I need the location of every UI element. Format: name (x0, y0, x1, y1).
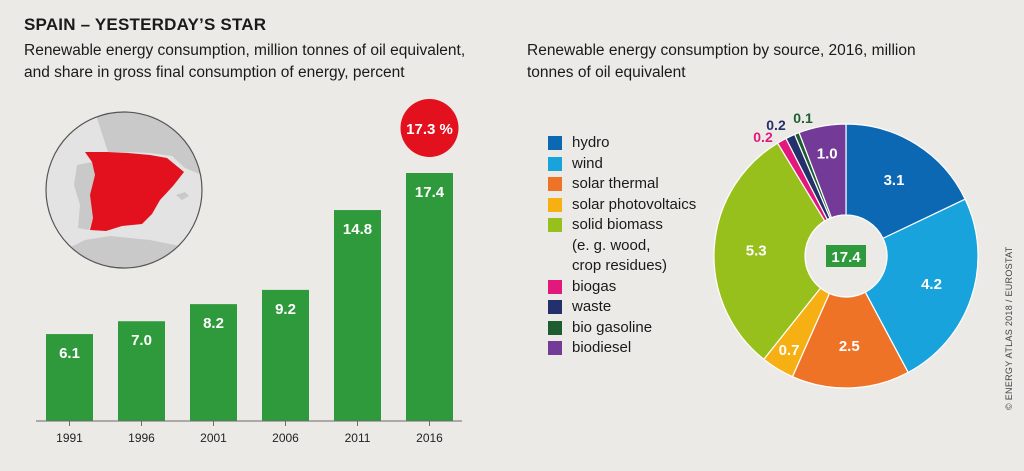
bar-chart-subtitle: Renewable energy consumption, million to… (24, 42, 466, 81)
slice-value-label: 1.0 (817, 146, 838, 163)
legend-swatch (548, 320, 562, 335)
legend-label-line: solar thermal (572, 175, 659, 192)
legend-item: solar photovoltaics (548, 195, 696, 216)
legend-label: biogas (572, 277, 616, 298)
slice-value-label: 0.1 (793, 110, 813, 126)
bar-1991 (46, 334, 93, 421)
spain-country (85, 152, 184, 231)
bar-value-label: 7.0 (131, 332, 152, 349)
map-border (45, 111, 203, 269)
bar-value-label: 9.2 (275, 301, 296, 318)
chart-title: SPAIN – YESTERDAY’S STAR (24, 15, 267, 34)
slice-solar (791, 291, 909, 389)
legend-label-line: biogas (572, 277, 617, 295)
bar-2016 (406, 173, 453, 421)
legend-swatch (548, 177, 562, 191)
legend-label: biodiesel (572, 338, 631, 359)
pie-chart-subtitle: Renewable energy consumption by source, … (527, 42, 916, 81)
bar-value-label: 8.2 (203, 315, 224, 332)
bar-2011 (334, 210, 381, 421)
legend-label: wind (572, 154, 603, 175)
x-tick-label: 2016 (416, 431, 443, 445)
legend-swatch (548, 341, 562, 355)
x-tick-label: 2011 (345, 431, 371, 445)
legend-item: hydro (548, 133, 696, 154)
slice-value-label: 3.1 (884, 172, 905, 189)
bar-2001 (190, 304, 237, 421)
slice-solid (713, 142, 826, 361)
legend-item: wind (548, 154, 696, 175)
slice-value-label: 5.3 (746, 242, 767, 259)
legend-label: waste (572, 297, 611, 318)
center-total-label: 17.4 (831, 249, 861, 266)
spain-locator-map (45, 111, 203, 269)
legend-swatch (548, 218, 562, 232)
legend-label-line: (e. g. wood, (572, 236, 651, 254)
x-tick-label: 1996 (128, 431, 155, 445)
bar-value-label: 6.1 (59, 345, 80, 362)
bar-value-label: 17.4 (415, 184, 445, 201)
legend-label: solid biomass (e. g. wood, crop residues) (572, 215, 667, 277)
pie-legend: hydro wind solar thermal solar photovoltaic… (548, 133, 696, 359)
legend-item: biodiesel (548, 338, 696, 359)
legend-item: waste (548, 297, 696, 318)
bar-2006 (262, 289, 309, 421)
legend-label-line: hydro (572, 134, 610, 151)
slice-value-label: 0.7 (779, 342, 800, 359)
pie-chart: 3.1 4.2 2.5 0.7 5.3 0.20.2 0.1 1.0 17.4 (713, 110, 979, 389)
legend-label: hydro (572, 133, 610, 154)
legend-item: biogas (548, 277, 696, 298)
legend-label: bio gasoline (572, 318, 652, 339)
legend-label: solar photovoltaics (572, 195, 696, 216)
legend-label-line: biodiesel (572, 339, 632, 356)
legend-item: solar thermal (548, 174, 696, 195)
credit-text: © ENERGY ATLAS 2018 / EUROSTAT (1004, 246, 1014, 410)
legend-swatch (548, 197, 562, 212)
legend-swatch (548, 156, 562, 171)
bar-chart: 6.1 1991 7.0 1996 8.2 2001 9.2 2006 14.8 2011 17.4… (36, 99, 462, 445)
slice-hydro (845, 123, 966, 240)
legend-label: solar thermal (572, 174, 659, 195)
share-badge (400, 99, 459, 157)
legend-item: solid biomass (e. g. wood, crop residues) (548, 215, 696, 277)
legend-label-line: crop residues) (572, 257, 668, 274)
bar-value-label: 14.8 (343, 221, 372, 238)
balearic-islands (176, 192, 189, 200)
portugal-land (74, 162, 95, 230)
slice-value-label: 0.2 (766, 117, 786, 133)
legend-swatch (548, 136, 562, 150)
legend-label-line: bio gasoline (572, 318, 653, 336)
legend-label-line: wind (572, 154, 603, 172)
x-tick-label: 2006 (272, 431, 299, 445)
legend-label-line: solid biomass (572, 216, 663, 233)
slice-value-label: 0.2 (753, 129, 773, 145)
x-tick-label: 2001 (200, 431, 227, 445)
slice-biodiesel (798, 123, 847, 219)
slice-value-label: 4.2 (921, 276, 942, 293)
legend-swatch (548, 300, 562, 314)
share-badge-label: 17.3 % (406, 121, 453, 138)
slice-wind (864, 198, 979, 374)
legend-label-line: waste (572, 298, 612, 315)
legend-swatch (548, 279, 562, 294)
x-tick-label: 1991 (56, 431, 83, 445)
legend-label-line: solar photovoltaics (572, 195, 697, 213)
center-total-box (826, 245, 866, 267)
bar-1996 (118, 321, 165, 421)
legend-item: bio gasoline (548, 318, 696, 339)
slice-value-label: 2.5 (839, 338, 860, 355)
